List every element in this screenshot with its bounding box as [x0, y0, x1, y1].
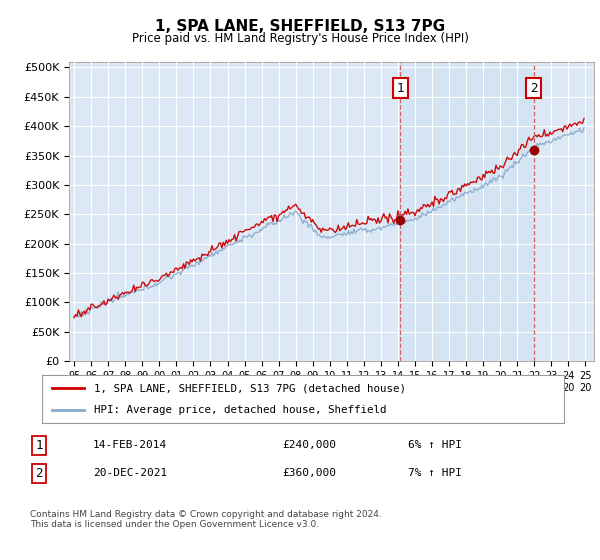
Text: 1, SPA LANE, SHEFFIELD, S13 7PG: 1, SPA LANE, SHEFFIELD, S13 7PG [155, 20, 445, 34]
Text: £360,000: £360,000 [282, 468, 336, 478]
Text: 1, SPA LANE, SHEFFIELD, S13 7PG (detached house): 1, SPA LANE, SHEFFIELD, S13 7PG (detache… [94, 383, 406, 393]
Text: 1: 1 [35, 438, 43, 452]
Text: 2: 2 [35, 466, 43, 480]
Text: HPI: Average price, detached house, Sheffield: HPI: Average price, detached house, Shef… [94, 405, 387, 415]
Text: 1: 1 [396, 82, 404, 95]
Text: 20-DEC-2021: 20-DEC-2021 [93, 468, 167, 478]
Text: 14-FEB-2014: 14-FEB-2014 [93, 440, 167, 450]
Bar [400, 62, 533, 361]
Text: Contains HM Land Registry data © Crown copyright and database right 2024.
This d: Contains HM Land Registry data © Crown c… [30, 510, 382, 529]
Text: 7% ↑ HPI: 7% ↑ HPI [408, 468, 462, 478]
Text: Price paid vs. HM Land Registry's House Price Index (HPI): Price paid vs. HM Land Registry's House … [131, 31, 469, 45]
Text: 6% ↑ HPI: 6% ↑ HPI [408, 440, 462, 450]
Text: £240,000: £240,000 [282, 440, 336, 450]
Text: 2: 2 [530, 82, 538, 95]
